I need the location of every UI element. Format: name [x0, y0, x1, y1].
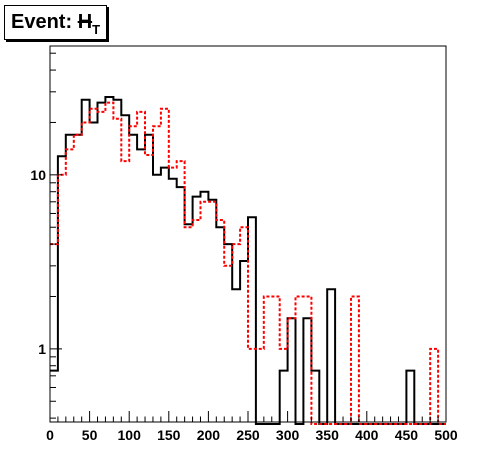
x-tick-label: 500	[434, 427, 458, 443]
histogram-series-2	[50, 101, 446, 425]
series-group	[49, 45, 447, 425]
ticks-group	[49, 52, 447, 422]
x-tick-label: 450	[395, 427, 419, 443]
chart-title-subscript: T	[92, 22, 101, 37]
y-tick-label: 10	[30, 167, 46, 183]
chart-title: Event: HT	[11, 11, 101, 37]
tick-labels-group: 0 50 100 150 200 250 300 350 400 450 500 10 1	[30, 167, 457, 443]
x-tick-label: 150	[157, 427, 181, 443]
chart-title-box: Event: HT	[4, 5, 108, 40]
x-tick-label: 250	[236, 427, 260, 443]
x-tick-label: 0	[46, 427, 54, 443]
x-tick-label: 300	[276, 427, 300, 443]
x-tick-label: 400	[355, 427, 379, 443]
y-tick-label: 1	[38, 341, 46, 357]
x-tick-label: 350	[316, 427, 340, 443]
x-tick-label: 100	[118, 427, 142, 443]
x-tick-label: 200	[197, 427, 221, 443]
chart-title-prefix: Event:	[11, 11, 78, 33]
x-tick-label: 50	[82, 427, 98, 443]
chart-title-symbol: H	[77, 11, 93, 33]
